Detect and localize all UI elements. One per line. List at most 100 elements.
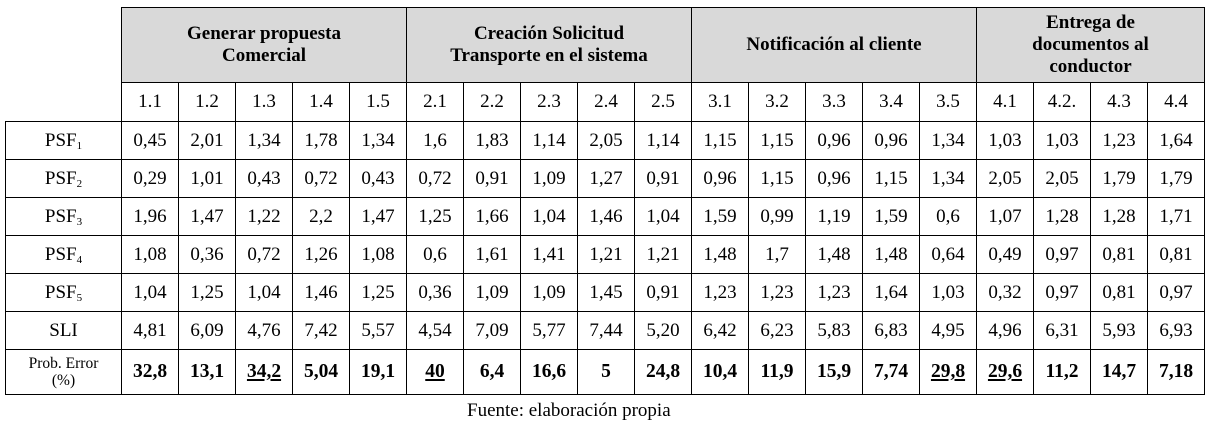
table-cell: 1,19 <box>805 197 863 236</box>
table-cell: 1,14 <box>634 121 692 160</box>
cell-value: 34,2 <box>246 360 282 382</box>
row-label-text: PSF <box>44 205 77 227</box>
table-cell: 40 <box>406 349 464 395</box>
table-cell: 0,99 <box>748 197 806 236</box>
column-header: 2.4 <box>577 82 635 122</box>
table-cell: 10,4 <box>691 349 749 395</box>
table-cell: 1,09 <box>520 273 578 312</box>
group-header-line: Transporte en el sistema <box>450 45 648 66</box>
table-cell: 2,01 <box>178 121 236 160</box>
column-header: 2.2 <box>463 82 521 122</box>
table-cell: 1,25 <box>178 273 236 312</box>
table-cell: 1,47 <box>178 197 236 236</box>
table-cell: 0,96 <box>862 121 920 160</box>
table-cell: 0,72 <box>292 159 350 198</box>
table-cell: 1,04 <box>634 197 692 236</box>
cell-value: 11,2 <box>1045 360 1079 382</box>
table-cell: 1,34 <box>235 121 293 160</box>
cell-value: 40 <box>425 360 445 382</box>
row-label-subscript: 1 <box>76 139 83 152</box>
table-cell: 11,9 <box>748 349 806 395</box>
group-header-creacion-solicitud: Creación Solicitud Transporte en el sist… <box>406 7 692 83</box>
column-header: 3.3 <box>805 82 863 122</box>
column-header: 3.1 <box>691 82 749 122</box>
table-cell: 14,7 <box>1090 349 1148 395</box>
table-cell: 1,03 <box>976 121 1034 160</box>
table-cell: 0,96 <box>805 159 863 198</box>
table-cell: 1,07 <box>976 197 1034 236</box>
table-cell: 1,08 <box>121 235 179 274</box>
group-header-notificacion-cliente: Notificación al cliente <box>691 7 977 83</box>
table-cell: 1,14 <box>520 121 578 160</box>
group-header-line: Generar propuesta <box>187 23 341 45</box>
table-cell: 6,09 <box>178 311 236 350</box>
column-header: 3.4 <box>862 82 920 122</box>
cell-value: 11,9 <box>760 360 794 382</box>
table-cell: 0,36 <box>406 273 464 312</box>
table-cell: 1,28 <box>1033 197 1091 236</box>
table-cell: 1,66 <box>463 197 521 236</box>
table-cell: 11,2 <box>1033 349 1091 395</box>
table-body: PSF1 0,45 2,01 1,34 1,78 1,34 1,6 1,83 1,14 2,05 1… <box>5 121 1205 395</box>
table-cell: 29,8 <box>919 349 977 395</box>
table-cell: 1,25 <box>406 197 464 236</box>
table-cell: 1,01 <box>178 159 236 198</box>
table-cell: 1,78 <box>292 121 350 160</box>
table-cell: 1,15 <box>748 159 806 198</box>
table-cell: 1,6 <box>406 121 464 160</box>
table-cell: 0,49 <box>976 235 1034 274</box>
table-cell: 2,05 <box>1033 159 1091 198</box>
cell-value: 29,8 <box>930 360 966 382</box>
table-cell: 4,54 <box>406 311 464 350</box>
table-cell: 1,83 <box>463 121 521 160</box>
row-label-subscript: 4 <box>76 253 83 266</box>
table-cell: 1,46 <box>577 197 635 236</box>
table-cell: 1,96 <box>121 197 179 236</box>
table-cell: 32,8 <box>121 349 179 395</box>
table-cell: 4,95 <box>919 311 977 350</box>
table-cell: 1,59 <box>862 197 920 236</box>
table-cell: 0,36 <box>178 235 236 274</box>
table-cell: 24,8 <box>634 349 692 395</box>
column-header: 2.1 <box>406 82 464 122</box>
cell-value: 19,1 <box>360 360 396 382</box>
table-cell: 1,09 <box>463 273 521 312</box>
column-header: 1.4 <box>292 82 350 122</box>
table-cell: 1,79 <box>1090 159 1148 198</box>
cell-value: 5 <box>601 360 611 382</box>
row-label-text: PSF <box>44 281 77 303</box>
row-label-text: PSF <box>44 167 77 189</box>
table-cell: 0,72 <box>406 159 464 198</box>
cell-value: 15,9 <box>816 360 852 382</box>
cell-value: 32,8 <box>132 360 168 382</box>
table-cell: 1,25 <box>349 273 407 312</box>
table-cell: 16,6 <box>520 349 578 395</box>
table-cell: 1,08 <box>349 235 407 274</box>
group-header-generar-propuesta: Generar propuesta Comercial <box>121 7 407 83</box>
table-cell: 6,42 <box>691 311 749 350</box>
prob-error-row: Prob. Error (%) 32,8 13,1 34,2 5,04 19,1 40 6,4 1… <box>5 349 1205 395</box>
table-cell: 34,2 <box>235 349 293 395</box>
row-label-subscript: 2 <box>76 177 83 190</box>
cell-value: 7,18 <box>1158 360 1194 382</box>
corner-sub-cell <box>5 82 122 122</box>
table-cell: 0,91 <box>634 273 692 312</box>
table-cell: 6,93 <box>1147 311 1205 350</box>
table-row: PSF5 1,04 1,25 1,04 1,46 1,25 0,36 1,09 1,09 1,45… <box>5 273 1205 312</box>
table-cell: 0,91 <box>463 159 521 198</box>
table-cell: 1,45 <box>577 273 635 312</box>
table-cell: 1,79 <box>1147 159 1205 198</box>
table-cell: 5 <box>577 349 635 395</box>
table-cell: 0,97 <box>1033 273 1091 312</box>
table-cell: 0,6 <box>919 197 977 236</box>
table-cell: 0,64 <box>919 235 977 274</box>
table-cell: 6,83 <box>862 311 920 350</box>
row-label-text: SLI <box>49 319 78 341</box>
column-header: 3.5 <box>919 82 977 122</box>
table-cell: 6,31 <box>1033 311 1091 350</box>
group-header-entrega-documentos: Entrega de documentos al conductor <box>976 7 1205 83</box>
table-cell: 1,09 <box>520 159 578 198</box>
table-cell: 6,23 <box>748 311 806 350</box>
table-cell: 7,74 <box>862 349 920 395</box>
table-source-caption: Fuente: elaboración propia <box>467 400 671 421</box>
